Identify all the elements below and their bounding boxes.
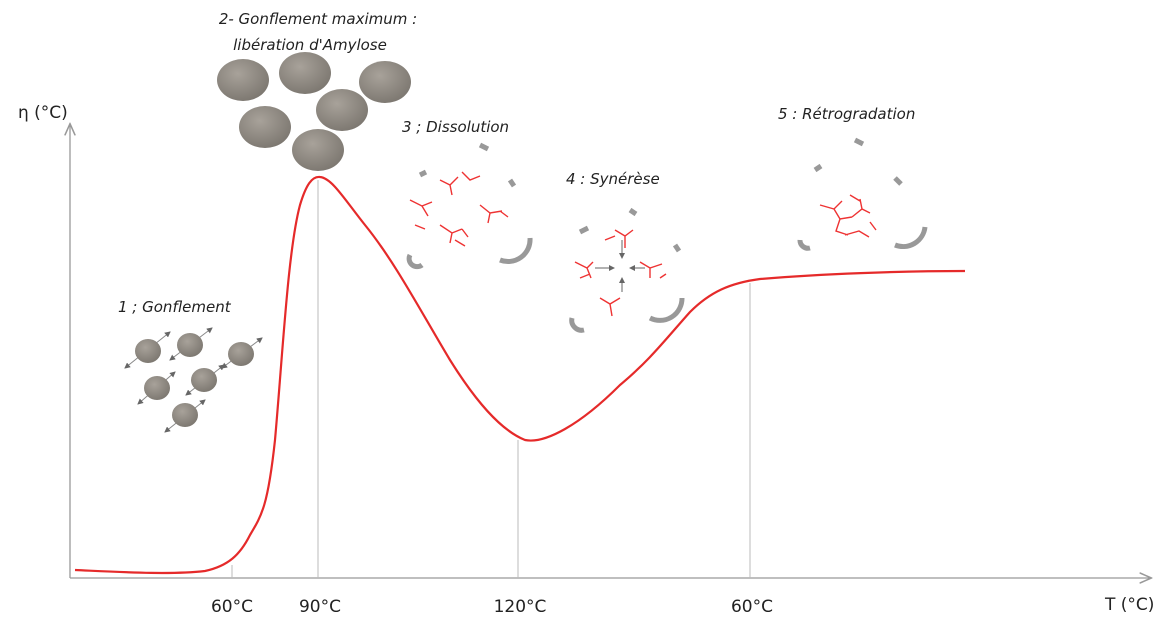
stage-2-granules-part bbox=[239, 106, 291, 148]
stage-3-dissolution bbox=[406, 142, 533, 270]
stage-label: 3 ; Dissolution bbox=[402, 118, 509, 136]
x-tick-label: 60°C bbox=[731, 597, 773, 617]
stage-1-granules-part bbox=[177, 333, 203, 357]
stage-3-dissolution-part-part bbox=[479, 204, 509, 224]
stage-5-retrogradation-part bbox=[819, 194, 877, 238]
stage-1-granules-part bbox=[228, 342, 254, 366]
stage-5-retrogradation-part-part bbox=[819, 194, 877, 238]
stage-2-granules-part bbox=[359, 61, 411, 103]
stage-4-syneresis-part bbox=[569, 207, 685, 333]
x-tick-label: 90°C bbox=[299, 597, 341, 617]
stage-1-granules-part bbox=[172, 403, 198, 427]
viscosity-curve bbox=[74, 175, 966, 575]
stage-1-granules bbox=[124, 327, 263, 433]
stage-2-granules bbox=[217, 52, 411, 171]
stage-label: 1 ; Gonflement bbox=[118, 298, 232, 316]
stage-label: 4 : Synérèse bbox=[566, 170, 660, 188]
stage-label: 5 : Rétrogradation bbox=[778, 105, 915, 123]
x-tick-label: 60°C bbox=[211, 597, 253, 617]
y-axis-label: η (°C) bbox=[18, 103, 68, 123]
axes bbox=[70, 125, 1150, 578]
stage-1-granules-part bbox=[191, 368, 217, 392]
guide-lines bbox=[231, 180, 751, 578]
x-tick-label: 120°C bbox=[494, 597, 547, 617]
stage-1-granules-part bbox=[135, 339, 161, 363]
stage-1-granules-part bbox=[144, 376, 170, 400]
stage-2-granules-part bbox=[292, 129, 344, 171]
stage-4-syneresis-part-part bbox=[599, 297, 621, 317]
stage-5-retrogradation bbox=[797, 137, 928, 251]
x-axis-label: T (°C) bbox=[1104, 595, 1154, 615]
stage-4-syneresis-part bbox=[595, 240, 645, 292]
stage-2-granules-part bbox=[279, 52, 331, 94]
stage-4-syneresis-part-part bbox=[574, 261, 594, 279]
stage-3-dissolution-part-part bbox=[439, 224, 469, 247]
stage-4-syneresis-part-part bbox=[639, 261, 667, 279]
stage-3-dissolution-part bbox=[409, 171, 509, 247]
stage-5-retrogradation-part bbox=[797, 137, 928, 251]
stage-4-syneresis-part-part bbox=[604, 229, 634, 248]
stage-2-granules-part bbox=[217, 59, 269, 101]
stage-3-dissolution-part bbox=[406, 142, 533, 270]
stage-label: 2- Gonflement maximum : bbox=[219, 10, 417, 28]
stage-3-dissolution-part-part bbox=[409, 199, 433, 230]
stage-2-granules-part bbox=[316, 89, 368, 131]
stage-4-syneresis-part bbox=[574, 229, 667, 317]
stage-4-syneresis bbox=[569, 207, 685, 333]
stage-label: libération d'Amylose bbox=[233, 36, 387, 54]
stage-3-dissolution-part-part bbox=[439, 171, 481, 196]
